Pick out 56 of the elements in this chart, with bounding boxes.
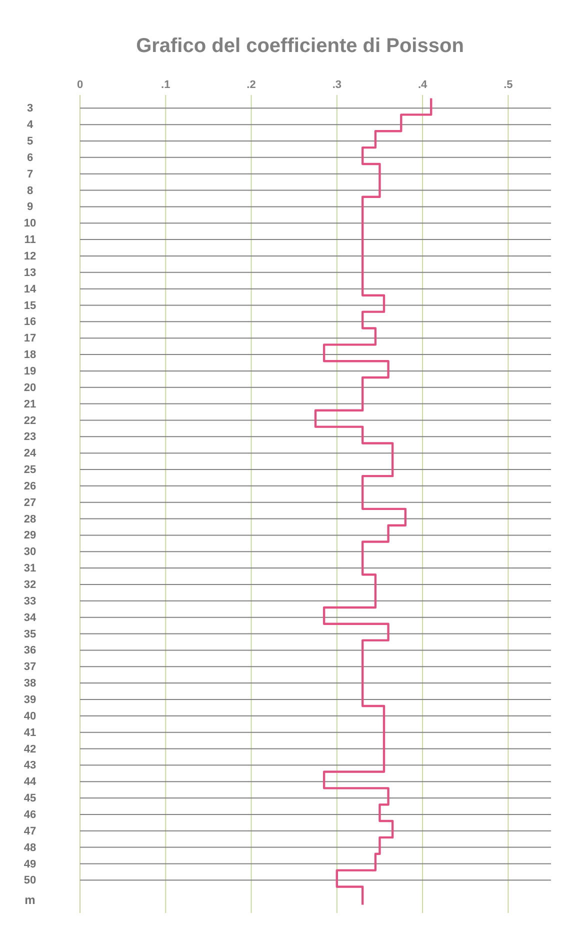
y-tick-label: 40 xyxy=(24,710,36,722)
y-tick-label: 26 xyxy=(24,480,36,492)
y-tick-label: 10 xyxy=(24,218,36,230)
y-tick-label: 18 xyxy=(24,349,36,362)
y-tick-label: 19 xyxy=(24,365,36,378)
y-tick-label: 32 xyxy=(24,579,36,592)
y-tick-label: 16 xyxy=(24,316,36,328)
y-axis-title: m xyxy=(24,893,36,907)
y-tick-label: 47 xyxy=(24,825,36,838)
y-tick-label: 25 xyxy=(24,464,36,476)
y-tick-label: 31 xyxy=(24,562,36,575)
y-tick-label: 48 xyxy=(24,842,36,854)
y-tick-label: 15 xyxy=(24,300,36,312)
y-tick-label: 27 xyxy=(24,496,36,509)
y-tick-label: 42 xyxy=(24,743,36,756)
y-tick-label: 14 xyxy=(24,283,37,296)
y-tick-label: 9 xyxy=(26,201,34,214)
chart-title: Grafico del coefficiente di Poisson xyxy=(136,35,464,57)
y-tick-label: 22 xyxy=(24,414,36,427)
y-tick-label: 41 xyxy=(24,726,36,739)
x-tick-label: .1 xyxy=(161,79,170,91)
y-tick-label: 7 xyxy=(26,168,34,180)
y-tick-label: 46 xyxy=(24,808,36,821)
y-tick-label: 44 xyxy=(24,776,37,788)
y-tick-label: 12 xyxy=(24,250,36,262)
x-tick-label: .3 xyxy=(332,79,342,91)
y-tick-label: 45 xyxy=(24,792,36,805)
y-tick-label: 5 xyxy=(26,136,34,148)
y-tick-label: 17 xyxy=(24,332,36,345)
y-tick-label: 30 xyxy=(24,546,36,558)
y-tick-label: 29 xyxy=(24,530,36,542)
y-tick-label: 8 xyxy=(26,184,34,197)
y-tick-label: 21 xyxy=(24,398,36,410)
y-tick-label: 24 xyxy=(24,448,37,460)
y-tick-label: 4 xyxy=(26,119,34,132)
x-tick-label: 0 xyxy=(76,79,84,91)
y-tick-label: 33 xyxy=(24,595,36,608)
y-tick-label: 39 xyxy=(24,694,36,706)
y-tick-label: 50 xyxy=(24,874,36,887)
y-tick-label: 43 xyxy=(24,760,36,772)
y-tick-label: 38 xyxy=(24,678,36,690)
y-tick-label: 28 xyxy=(24,513,36,526)
y-tick-label: 6 xyxy=(26,152,34,164)
x-tick-label: .4 xyxy=(418,79,428,91)
y-tick-label: 13 xyxy=(24,266,36,279)
y-tick-label: 23 xyxy=(24,431,36,444)
x-tick-label: .2 xyxy=(246,79,256,91)
y-tick-label: 37 xyxy=(24,661,36,674)
y-tick-label: 49 xyxy=(24,858,36,870)
y-tick-label: 36 xyxy=(24,644,36,657)
y-tick-label: 11 xyxy=(24,234,36,246)
y-tick-label: 20 xyxy=(24,382,36,394)
y-tick-label: 3 xyxy=(26,102,34,115)
x-tick-label: .5 xyxy=(504,79,513,91)
y-tick-label: 35 xyxy=(24,628,36,640)
y-tick-label: 34 xyxy=(24,612,37,624)
